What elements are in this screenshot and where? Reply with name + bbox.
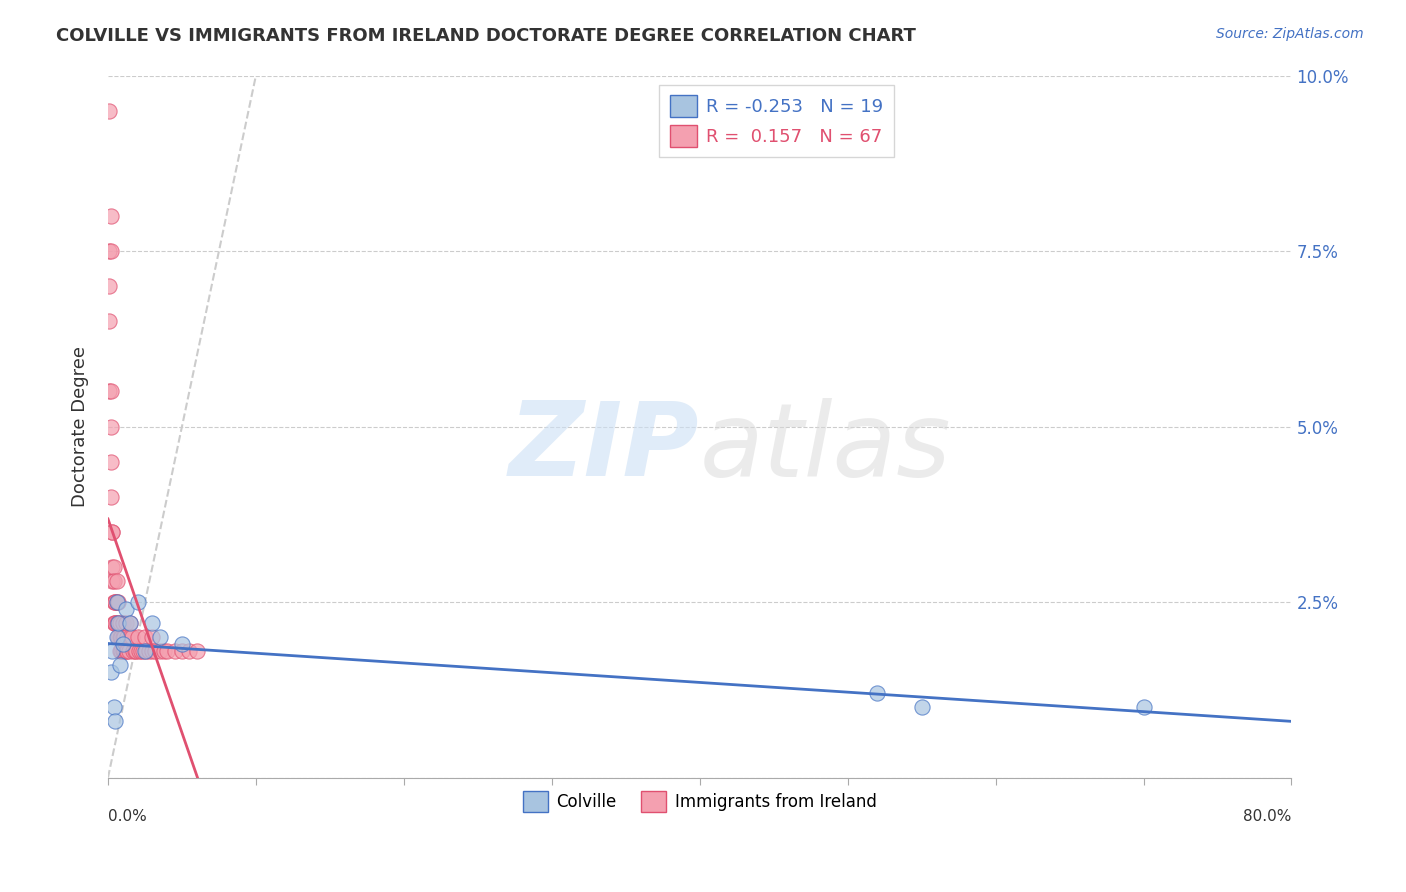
- Point: [910, 700, 932, 714]
- Point: [105, 595, 128, 609]
- Text: Source: ZipAtlas.com: Source: ZipAtlas.com: [1216, 27, 1364, 41]
- Point: [105, 574, 128, 588]
- Text: COLVILLE VS IMMIGRANTS FROM IRELAND DOCTORATE DEGREE CORRELATION CHART: COLVILLE VS IMMIGRANTS FROM IRELAND DOCT…: [56, 27, 917, 45]
- Text: 80.0%: 80.0%: [1243, 809, 1292, 824]
- Point: [100, 665, 122, 680]
- Point: [101, 524, 124, 539]
- Point: [110, 644, 132, 658]
- Point: [127, 630, 149, 644]
- Point: [149, 644, 172, 658]
- Point: [128, 644, 150, 658]
- Point: [100, 419, 122, 434]
- Point: [101, 644, 124, 658]
- Point: [101, 560, 124, 574]
- Point: [103, 595, 125, 609]
- Point: [98, 103, 121, 118]
- Point: [105, 616, 128, 631]
- Point: [114, 644, 136, 658]
- Point: [107, 616, 129, 631]
- Point: [120, 630, 142, 644]
- Point: [107, 595, 129, 609]
- Point: [149, 630, 172, 644]
- Point: [115, 644, 138, 658]
- Point: [105, 630, 128, 644]
- Point: [98, 314, 121, 328]
- Point: [143, 644, 166, 658]
- Point: [104, 595, 127, 609]
- Point: [866, 686, 889, 700]
- Point: [163, 644, 186, 658]
- Point: [100, 209, 122, 223]
- Point: [120, 616, 142, 631]
- Point: [111, 616, 134, 631]
- Point: [111, 644, 134, 658]
- Point: [156, 644, 179, 658]
- Point: [127, 595, 149, 609]
- Point: [110, 630, 132, 644]
- Point: [108, 630, 131, 644]
- Point: [132, 644, 155, 658]
- Point: [114, 616, 136, 631]
- Point: [134, 630, 156, 644]
- Point: [111, 637, 134, 651]
- Point: [120, 616, 142, 631]
- Point: [100, 384, 122, 399]
- Point: [170, 637, 193, 651]
- Point: [103, 616, 125, 631]
- Point: [121, 630, 143, 644]
- Point: [104, 595, 127, 609]
- Point: [100, 244, 122, 258]
- Point: [98, 279, 121, 293]
- Point: [98, 384, 121, 399]
- Point: [107, 616, 129, 631]
- Point: [105, 595, 128, 609]
- Point: [112, 630, 135, 644]
- Text: atlas: atlas: [700, 398, 952, 498]
- Point: [103, 574, 125, 588]
- Point: [153, 644, 176, 658]
- Point: [98, 244, 121, 258]
- Point: [104, 714, 127, 729]
- Point: [108, 658, 131, 673]
- Y-axis label: Doctorate Degree: Doctorate Degree: [72, 346, 89, 507]
- Point: [108, 644, 131, 658]
- Point: [107, 630, 129, 644]
- Point: [104, 616, 127, 631]
- Point: [114, 602, 136, 616]
- Point: [141, 630, 163, 644]
- Text: 0.0%: 0.0%: [108, 809, 146, 824]
- Point: [138, 644, 160, 658]
- Point: [118, 644, 141, 658]
- Point: [1132, 700, 1154, 714]
- Point: [112, 644, 135, 658]
- Point: [101, 524, 124, 539]
- Point: [129, 644, 152, 658]
- Point: [141, 616, 163, 631]
- Legend: Colville, Immigrants from Ireland: Colville, Immigrants from Ireland: [516, 785, 883, 818]
- Point: [108, 616, 131, 631]
- Point: [111, 630, 134, 644]
- Point: [135, 644, 157, 658]
- Point: [186, 644, 208, 658]
- Point: [141, 644, 163, 658]
- Point: [103, 700, 125, 714]
- Point: [179, 644, 201, 658]
- Point: [100, 455, 122, 469]
- Point: [134, 644, 156, 658]
- Point: [115, 630, 138, 644]
- Point: [125, 644, 148, 658]
- Point: [101, 574, 124, 588]
- Point: [103, 560, 125, 574]
- Text: ZIP: ZIP: [509, 397, 700, 498]
- Point: [170, 644, 193, 658]
- Point: [100, 490, 122, 504]
- Point: [124, 644, 146, 658]
- Point: [104, 616, 127, 631]
- Point: [122, 644, 145, 658]
